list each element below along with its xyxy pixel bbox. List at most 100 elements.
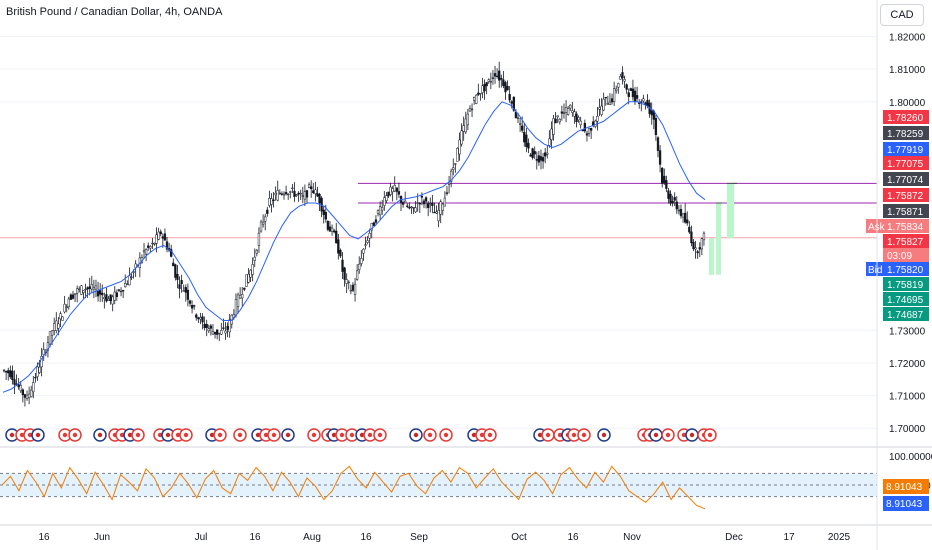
candle-body: [197, 317, 200, 320]
flag-center-dot: [707, 432, 713, 438]
candle-body: [59, 313, 62, 320]
candle-body: [228, 319, 231, 333]
price-badge: [883, 292, 929, 306]
moving-average-series: [2, 101, 706, 393]
candle-body: [186, 289, 190, 300]
rsi-tick-label: 100.00000: [889, 452, 932, 463]
candle-body: [487, 79, 490, 82]
moving-average-line: [2, 101, 706, 393]
candle-body: [410, 206, 413, 208]
candle-body: [468, 108, 472, 112]
candle-body: [330, 227, 334, 233]
candle-body: [673, 197, 676, 201]
candle-body: [48, 331, 52, 345]
candle-body: [310, 186, 313, 190]
flag-center-dot: [367, 432, 373, 438]
candle-body: [512, 96, 515, 111]
candle-body: [610, 98, 614, 103]
candle-body: [243, 287, 246, 290]
price-badge-label: 1.75872: [887, 191, 924, 202]
candle-body: [408, 207, 411, 209]
candle-body: [690, 231, 693, 244]
candle-body: [358, 263, 361, 270]
candle-body: [180, 280, 183, 285]
candle-body: [387, 191, 390, 197]
rsi-value-badge: [883, 479, 929, 494]
candle-body: [483, 83, 486, 92]
candle-body: [495, 75, 499, 78]
flag-center-dot: [427, 432, 433, 438]
candle-body: [412, 207, 415, 209]
candle-body: [598, 107, 601, 110]
candle-body: [418, 203, 421, 205]
candle-body: [211, 331, 215, 335]
price-badge-label: 03:09: [887, 251, 912, 262]
candle-body: [500, 78, 503, 80]
candle-body: [57, 323, 60, 329]
candle-body: [63, 303, 66, 313]
candle-body: [341, 259, 344, 272]
currency-button[interactable]: CAD: [880, 4, 924, 26]
x-tick-label: Sep: [410, 532, 428, 543]
candle-body: [529, 154, 532, 157]
candle-body: [688, 226, 691, 233]
y-tick-label: 1.72000: [889, 359, 926, 370]
chart-grid: [0, 36, 877, 429]
candle-body: [284, 192, 288, 195]
candle-body: [571, 110, 574, 113]
flag-center-dot: [331, 432, 337, 438]
candle-body: [579, 120, 582, 126]
candle-body: [314, 189, 317, 194]
candle-body: [276, 190, 279, 201]
candle-body: [466, 113, 470, 126]
candle-body: [677, 209, 681, 212]
candle-body: [324, 212, 327, 220]
candle-body: [621, 72, 624, 79]
candle-body: [17, 384, 20, 388]
candle-body: [631, 88, 635, 98]
candle-body: [450, 170, 453, 182]
candle-body: [395, 187, 398, 192]
candle-body: [347, 281, 350, 284]
candle-body: [220, 330, 223, 335]
candle-body: [345, 279, 348, 284]
candle-body: [389, 186, 392, 195]
candle-body: [88, 286, 91, 289]
candle-body: [596, 115, 599, 122]
candle-body: [619, 76, 622, 80]
candle-body: [510, 101, 513, 104]
candle-body: [238, 295, 242, 299]
candle-body: [349, 289, 353, 292]
candle-body: [287, 193, 290, 196]
candle-body: [479, 93, 482, 95]
candle-body: [433, 211, 436, 214]
x-tick-label: 17: [783, 532, 795, 543]
candle-body: [552, 118, 555, 135]
candle-body: [234, 299, 238, 316]
candle-body: [316, 193, 319, 197]
price-badge-label: 1.78259: [887, 129, 924, 140]
flag-center-dot: [689, 432, 695, 438]
candle-body: [502, 79, 505, 87]
candle-body: [374, 219, 378, 223]
candle-body: [355, 270, 359, 280]
candle-body: [111, 296, 114, 305]
chart-title: British Pound / Canadian Dollar, 4h, OAN…: [6, 6, 223, 18]
candle-body: [663, 175, 666, 184]
flag-center-dot: [653, 432, 659, 438]
candle-body: [19, 385, 22, 391]
candle-body: [343, 267, 346, 280]
candle-body: [353, 283, 357, 295]
candle-body: [498, 70, 501, 81]
candle-body: [435, 211, 438, 214]
candle-body: [105, 294, 108, 302]
candle-body: [40, 355, 43, 368]
candle-body: [537, 155, 541, 163]
candle-body: [684, 212, 687, 223]
candle-body: [427, 203, 430, 208]
candle-body: [462, 125, 465, 132]
candle-body: [261, 221, 265, 225]
candle-body: [548, 138, 551, 146]
